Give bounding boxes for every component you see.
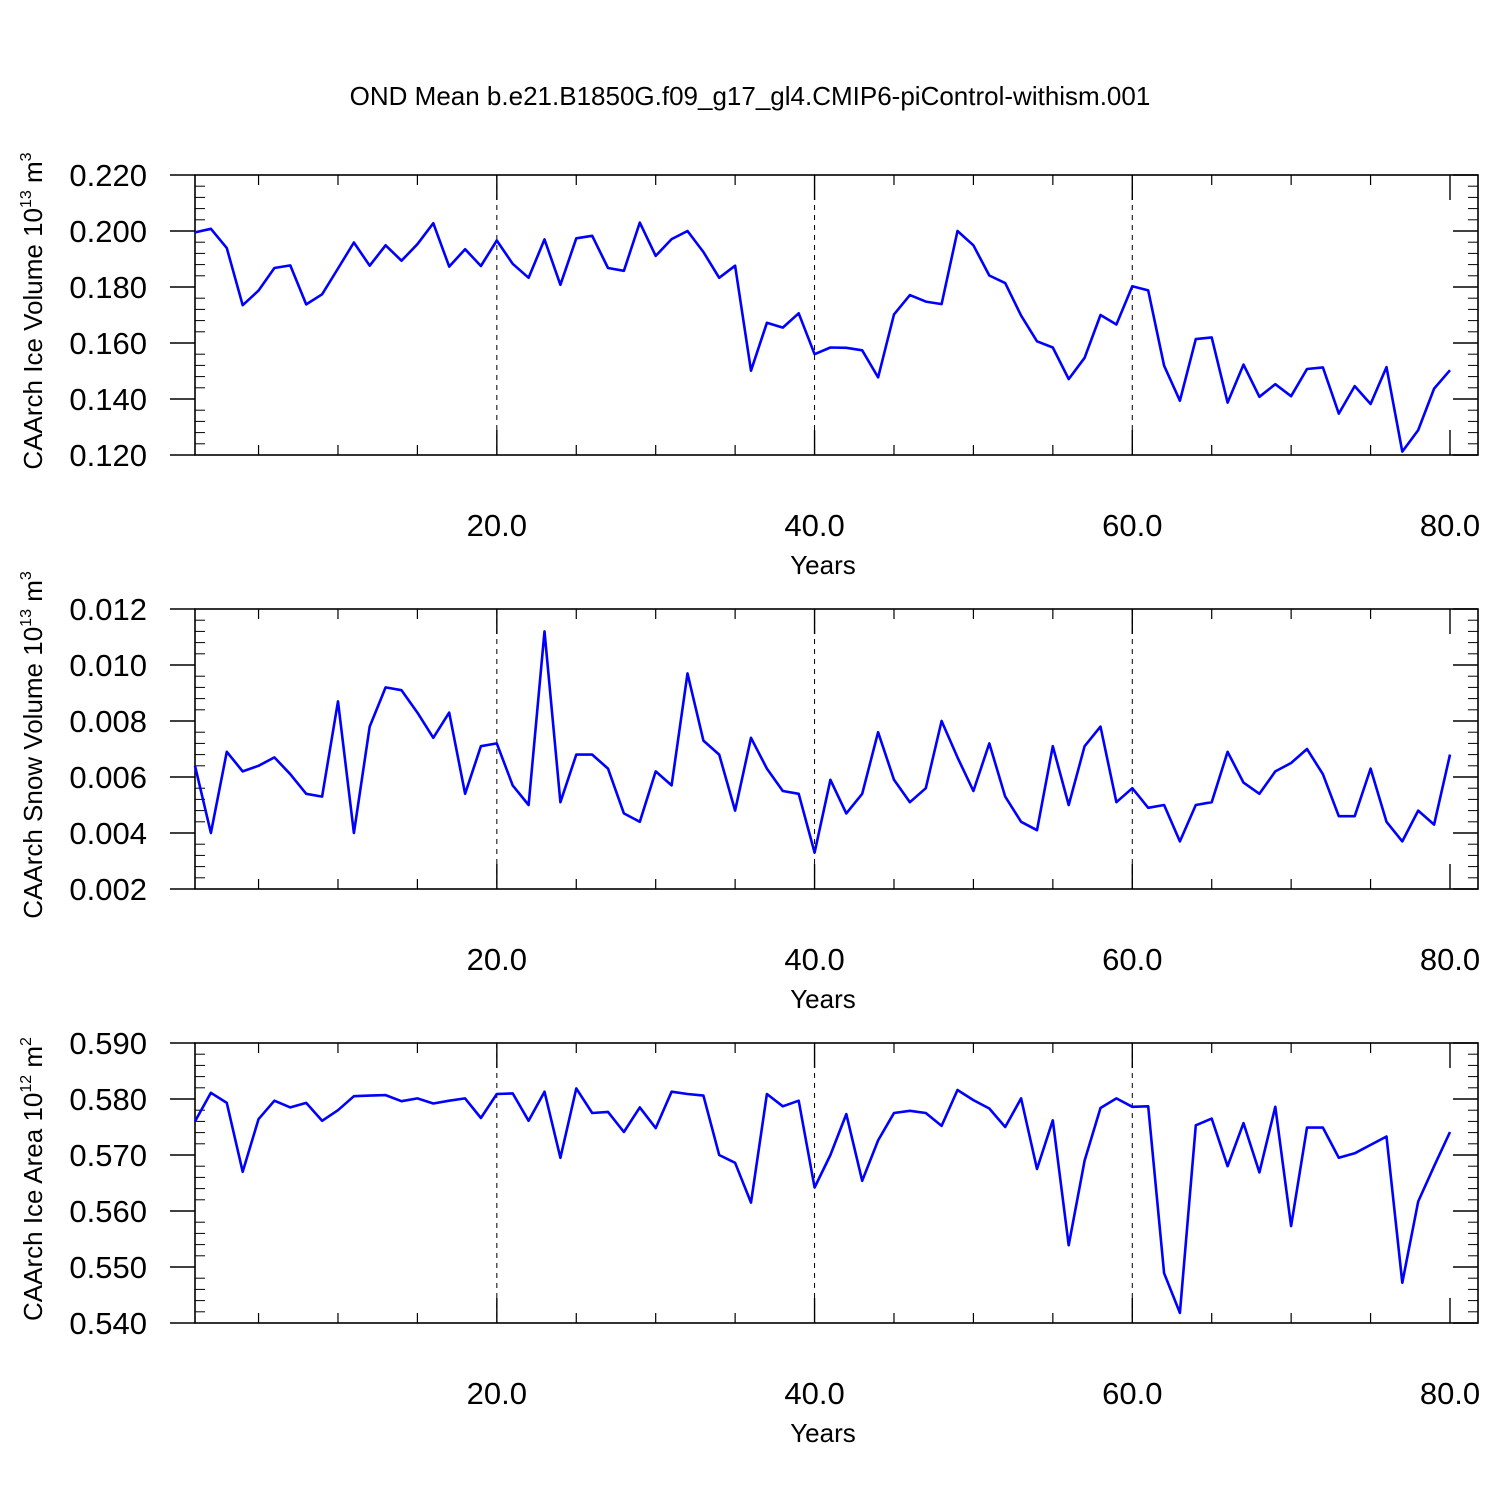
x-tick-label: 60.0 xyxy=(1102,1376,1162,1411)
y-tick-label: 0.120 xyxy=(69,438,147,473)
y-tick-label: 0.220 xyxy=(69,158,147,193)
y-tick-label: 0.008 xyxy=(69,704,147,739)
y-tick-label: 0.006 xyxy=(69,760,147,795)
x-axis-label: Years xyxy=(790,1418,856,1448)
x-tick-label: 80.0 xyxy=(1420,942,1480,977)
x-tick-label: 40.0 xyxy=(784,942,844,977)
x-axis-label: Years xyxy=(790,550,856,580)
series-line xyxy=(193,1087,1452,1315)
x-axis-label: Years xyxy=(790,984,856,1014)
series-line xyxy=(193,630,1452,854)
y-tick-label: 0.004 xyxy=(69,816,147,851)
chart-title: OND Mean b.e21.B1850G.f09_g17_gl4.CMIP6-… xyxy=(350,81,1151,111)
y-tick-label: 0.590 xyxy=(69,1026,147,1061)
y-tick-label: 0.180 xyxy=(69,270,147,305)
y-tick-label: 0.550 xyxy=(69,1250,147,1285)
y-axis-label: CAArch Ice Volume 1013 m3 xyxy=(18,152,48,469)
y-axis-label: CAArch Ice Area 1012 m2 xyxy=(18,1037,48,1321)
x-tick-label: 80.0 xyxy=(1420,1376,1480,1411)
y-tick-label: 0.570 xyxy=(69,1138,147,1173)
x-tick-label: 20.0 xyxy=(467,508,527,543)
chart-panel-2: 0.002 0.004 0.006 0.008 0.010 0.012 20.0 40.0 60… xyxy=(18,571,1480,1014)
plot-frame xyxy=(194,1042,1479,1324)
x-tick-label: 40.0 xyxy=(784,508,844,543)
x-tick-label: 80.0 xyxy=(1420,508,1480,543)
x-tick-label: 60.0 xyxy=(1102,942,1162,977)
x-tick-label: 20.0 xyxy=(467,942,527,977)
y-tick-label: 0.140 xyxy=(69,382,147,417)
y-tick-label: 0.010 xyxy=(69,648,147,683)
y-tick-label: 0.002 xyxy=(69,872,147,907)
x-tick-label: 40.0 xyxy=(784,1376,844,1411)
y-axis-label: CAArch Snow Volume 1013 m3 xyxy=(18,571,48,919)
chart-panels: 0.120 0.140 0.160 0.180 0.200 0.220 20.0 40.0 60… xyxy=(18,152,1480,1448)
plot-frame xyxy=(194,174,1479,456)
chart-panel-3: 0.540 0.550 0.560 0.570 0.580 0.590 20.0 40.0 60… xyxy=(18,1026,1480,1448)
y-tick-label: 0.200 xyxy=(69,214,147,249)
y-tick-label: 0.540 xyxy=(69,1306,147,1341)
x-tick-label: 60.0 xyxy=(1102,508,1162,543)
x-tick-label: 20.0 xyxy=(467,1376,527,1411)
y-tick-label: 0.560 xyxy=(69,1194,147,1229)
y-tick-label: 0.012 xyxy=(69,592,147,627)
plot-frame xyxy=(194,608,1479,890)
y-tick-label: 0.160 xyxy=(69,326,147,361)
chart-panel-1: 0.120 0.140 0.160 0.180 0.200 0.220 20.0 40.0 60… xyxy=(18,152,1480,580)
y-tick-label: 0.580 xyxy=(69,1082,147,1117)
series-line xyxy=(194,221,1451,453)
